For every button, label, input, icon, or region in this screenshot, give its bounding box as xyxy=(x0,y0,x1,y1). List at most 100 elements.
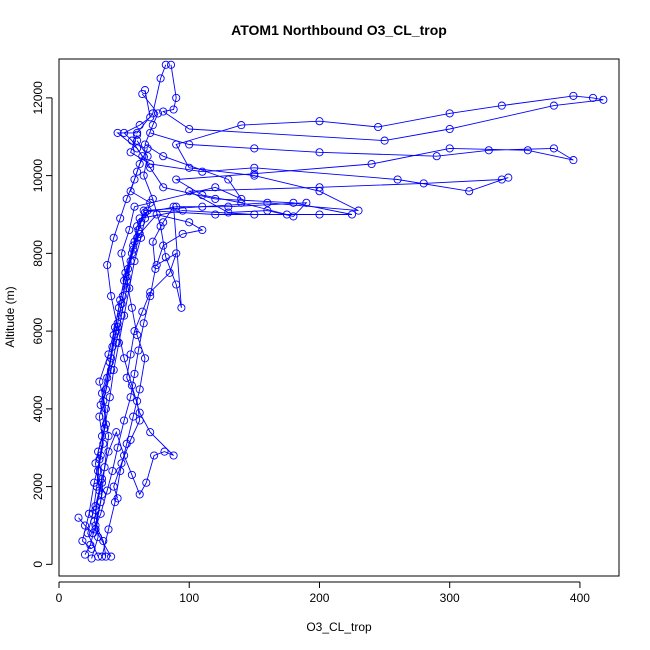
x-tick-label: 200 xyxy=(309,591,329,605)
series-line xyxy=(93,134,509,557)
data-point xyxy=(97,552,107,561)
data-point xyxy=(117,249,126,258)
data-point xyxy=(112,327,121,336)
data-point xyxy=(484,146,493,155)
data-point xyxy=(549,144,558,153)
data-point xyxy=(101,385,110,394)
data-point xyxy=(95,377,104,386)
data-point xyxy=(250,171,259,180)
data-point xyxy=(211,194,220,203)
series-8 xyxy=(97,89,246,561)
data-point xyxy=(211,210,220,219)
data-point xyxy=(135,121,144,130)
data-point xyxy=(84,509,94,518)
series-2 xyxy=(87,60,608,563)
series-line xyxy=(91,64,604,559)
data-point xyxy=(112,428,121,437)
data-point xyxy=(113,128,122,137)
data-point xyxy=(129,412,138,421)
data-point xyxy=(107,292,116,301)
data-point xyxy=(143,144,152,153)
data-point xyxy=(120,128,129,137)
data-point xyxy=(120,354,129,363)
data-point xyxy=(393,175,402,184)
data-point xyxy=(315,148,324,157)
data-point xyxy=(120,451,129,460)
data-point xyxy=(169,202,178,211)
data-point xyxy=(315,117,324,126)
chart-title: ATOM1 Northbound O3_CL_trop xyxy=(231,22,447,38)
data-point xyxy=(599,95,608,104)
data-point xyxy=(110,323,120,332)
data-point xyxy=(250,169,259,178)
data-point xyxy=(101,404,110,413)
data-point xyxy=(185,124,194,134)
data-point xyxy=(87,544,96,553)
data-point xyxy=(445,144,454,153)
data-point xyxy=(135,159,144,169)
x-axis: 0 100 200 300 400 xyxy=(56,581,590,605)
series-line xyxy=(95,64,353,557)
data-point xyxy=(367,159,376,169)
data-point xyxy=(138,89,147,99)
data-point xyxy=(78,536,87,546)
data-point xyxy=(122,194,131,203)
data-point xyxy=(445,109,454,118)
data-point xyxy=(135,416,144,425)
data-point xyxy=(159,107,168,116)
data-point xyxy=(146,128,155,137)
data-point xyxy=(224,175,233,184)
data-point xyxy=(130,369,139,378)
data-point xyxy=(211,183,220,192)
data-point xyxy=(172,249,181,258)
data-point xyxy=(133,130,142,139)
series-1 xyxy=(91,60,357,561)
data-point xyxy=(161,60,170,69)
data-point xyxy=(104,432,113,441)
data-point xyxy=(302,198,311,207)
data-point xyxy=(185,187,194,196)
data-point xyxy=(354,206,363,215)
data-point xyxy=(133,222,142,231)
data-point xyxy=(315,210,324,219)
data-point xyxy=(263,198,272,207)
data-point xyxy=(224,202,233,211)
data-point xyxy=(315,183,324,192)
x-tick-label: 400 xyxy=(570,591,590,605)
data-point xyxy=(126,350,135,359)
data-point xyxy=(156,74,165,83)
data-point xyxy=(122,373,131,382)
series-line xyxy=(84,213,204,555)
data-point xyxy=(127,136,136,145)
data-point xyxy=(120,416,129,425)
data-point xyxy=(380,136,389,145)
data-point xyxy=(104,447,113,456)
data-point xyxy=(135,408,144,417)
data-point xyxy=(185,163,194,172)
data-point xyxy=(140,354,150,363)
data-point xyxy=(80,550,90,559)
y-tick-label: 8000 xyxy=(31,240,45,267)
data-point xyxy=(96,509,105,518)
data-point xyxy=(143,206,152,215)
data-point xyxy=(237,121,246,130)
data-point xyxy=(133,330,142,340)
data-point xyxy=(116,295,125,305)
data-point xyxy=(523,146,532,155)
data-point xyxy=(150,451,159,460)
data-point xyxy=(125,225,134,235)
data-point xyxy=(121,268,130,277)
data-point xyxy=(96,451,105,460)
data-point xyxy=(237,194,246,203)
data-point xyxy=(185,140,194,149)
data-point xyxy=(103,260,112,270)
data-point xyxy=(172,175,181,184)
data-point xyxy=(120,311,129,320)
data-point xyxy=(107,552,116,561)
data-point xyxy=(148,237,157,246)
data-point xyxy=(110,498,120,507)
data-point xyxy=(133,136,142,145)
data-point xyxy=(103,486,112,495)
data-point xyxy=(497,101,506,110)
